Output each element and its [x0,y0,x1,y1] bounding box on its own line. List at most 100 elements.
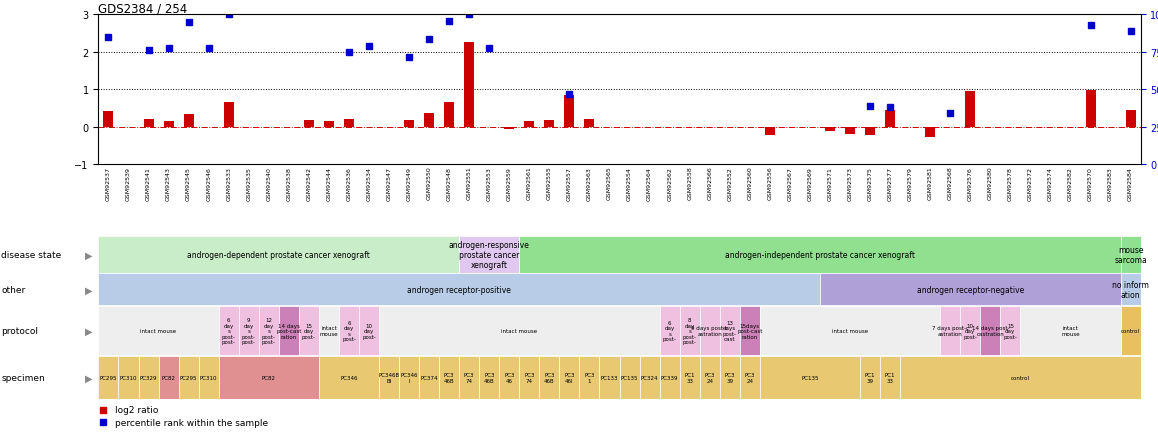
Bar [460,237,519,273]
Bar [445,103,454,128]
Text: GSM92534: GSM92534 [366,166,372,200]
Bar [760,306,940,355]
Text: GSM92581: GSM92581 [928,166,932,200]
Bar [318,306,339,355]
Text: 6
day
s
post-: 6 day s post- [662,320,676,342]
Bar [940,306,960,355]
Bar [1121,237,1141,273]
Bar [144,119,154,128]
Bar [760,356,860,399]
Text: intact mouse: intact mouse [831,329,868,333]
Bar [865,128,875,136]
Text: GSM92547: GSM92547 [387,166,391,200]
Text: GSM92577: GSM92577 [887,166,893,200]
Text: intact mouse: intact mouse [140,329,177,333]
Text: PC339: PC339 [661,375,679,380]
Bar [98,356,118,399]
Text: PC310: PC310 [119,375,138,380]
Bar [359,306,379,355]
Bar [184,115,193,128]
Bar [559,356,579,399]
Text: ▶: ▶ [86,373,93,382]
Text: 14 days
post-cast
ration: 14 days post-cast ration [276,323,301,339]
Bar [720,356,740,399]
Bar [880,356,900,399]
Text: GSM92545: GSM92545 [186,166,191,200]
Bar [540,356,559,399]
Text: PC1
39: PC1 39 [865,372,875,383]
Text: GSM92574: GSM92574 [1048,166,1053,200]
Text: GSM92555: GSM92555 [547,166,552,200]
Text: GSM92562: GSM92562 [667,166,672,200]
Text: GSM92556: GSM92556 [768,166,772,200]
Text: GSM92541: GSM92541 [146,166,151,200]
Bar [139,356,159,399]
Bar [344,120,354,128]
Text: GSM92571: GSM92571 [828,166,833,200]
Text: GSM92549: GSM92549 [406,166,411,200]
Text: GSM92579: GSM92579 [908,166,913,200]
Bar [303,121,314,128]
Text: PC3
74: PC3 74 [525,372,535,383]
Bar [699,306,720,355]
Bar [379,356,400,399]
Bar [163,122,174,128]
Text: specimen: specimen [1,373,45,382]
Text: PC3
46: PC3 46 [504,372,514,383]
Bar [223,103,234,128]
Text: PC3
46B: PC3 46B [444,372,454,383]
Bar [600,356,620,399]
Text: PC3
1: PC3 1 [585,372,595,383]
Text: GSM92558: GSM92558 [687,166,692,200]
Bar [400,356,419,399]
Text: PC3
24: PC3 24 [704,372,714,383]
Text: 15days
post-cast
ration: 15days post-cast ration [738,323,762,339]
Text: GDS2384 / 254: GDS2384 / 254 [98,2,188,15]
Bar [178,356,199,399]
Bar [699,356,720,399]
Text: GSM92543: GSM92543 [166,166,171,200]
Bar [479,356,499,399]
Text: GSM92540: GSM92540 [266,166,271,200]
Text: intact
mouse: intact mouse [1061,326,1079,336]
Text: GSM92537: GSM92537 [105,166,111,200]
Text: PC295: PC295 [179,375,197,380]
Text: GSM92573: GSM92573 [848,166,852,200]
Text: GSM92536: GSM92536 [346,166,352,200]
Text: 9
day
s
post-
post-: 9 day s post- post- [242,318,256,344]
Text: GSM92583: GSM92583 [1108,166,1113,200]
Text: no inform
ation: no inform ation [1112,280,1149,299]
Text: GSM92538: GSM92538 [286,166,292,200]
Text: androgen receptor-positive: androgen receptor-positive [408,285,511,294]
Text: GSM92559: GSM92559 [507,166,512,200]
Text: PC82: PC82 [162,375,176,380]
Bar [98,237,460,273]
Bar [1121,306,1141,355]
Text: GSM92563: GSM92563 [587,166,592,200]
Bar [219,306,239,355]
Text: mouse
sarcoma: mouse sarcoma [1114,246,1146,264]
Text: GSM92551: GSM92551 [467,166,471,200]
Text: GSM92567: GSM92567 [787,166,792,200]
Text: GSM92553: GSM92553 [486,166,492,200]
Text: disease state: disease state [1,250,61,260]
Bar [544,121,555,128]
Bar [519,237,1121,273]
Bar [404,121,415,128]
Text: GSM92546: GSM92546 [206,166,211,200]
Text: GSM92572: GSM92572 [1028,166,1033,200]
Bar [900,356,1141,399]
Text: PC346
I: PC346 I [401,372,418,383]
Text: GSM92582: GSM92582 [1068,166,1073,200]
Bar [504,128,514,129]
Bar [764,128,775,136]
Text: PC3
46B: PC3 46B [544,372,555,383]
Bar [820,274,1121,306]
Text: other: other [1,285,25,294]
Bar [845,128,855,134]
Text: PC3
46I: PC3 46I [564,372,574,383]
Bar [824,128,835,132]
Text: control: control [1121,329,1141,333]
Text: GSM92552: GSM92552 [727,166,732,200]
Text: GSM92578: GSM92578 [1007,166,1013,200]
